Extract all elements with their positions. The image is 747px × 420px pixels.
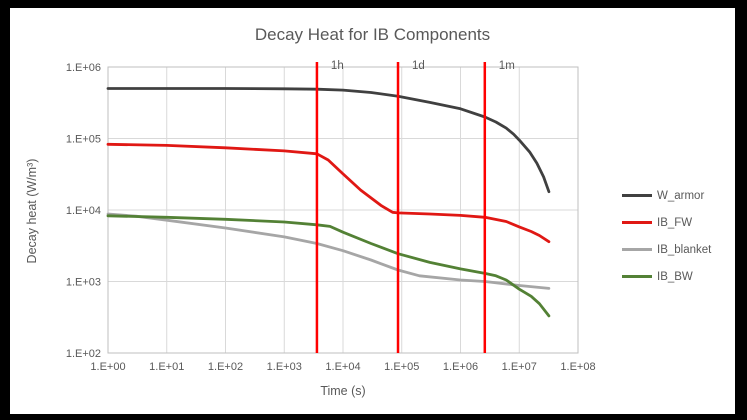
legend-label-ib-bw: IB_BW xyxy=(657,270,693,283)
legend: W_armor IB_FW IB_blanket IB_BW xyxy=(622,182,711,290)
svg-text:1d: 1d xyxy=(412,60,425,72)
svg-text:1.E+04: 1.E+04 xyxy=(325,361,360,373)
svg-text:1.E+03: 1.E+03 xyxy=(66,277,101,289)
chart-panel: Decay Heat for IB Components Decay heat … xyxy=(10,8,735,414)
legend-item-ib-fw: IB_FW xyxy=(622,209,711,236)
svg-text:1.E+08: 1.E+08 xyxy=(560,361,595,373)
x-axis-title: Time (s) xyxy=(320,384,366,398)
legend-item-ib-blanket: IB_blanket xyxy=(622,236,711,263)
svg-text:1.E+06: 1.E+06 xyxy=(66,62,101,74)
legend-swatch-w-armor xyxy=(622,194,652,197)
chart-title: Decay Heat for IB Components xyxy=(254,25,491,44)
chart-svg: 1.E+00 1.E+01 1.E+02 1.E+03 1.E+04 1.E+05 1.E+… xyxy=(66,60,596,373)
legend-label-ib-fw: IB_FW xyxy=(657,216,693,229)
svg-text:1.E+05: 1.E+05 xyxy=(66,134,101,146)
legend-swatch-ib-blanket xyxy=(622,248,652,251)
svg-text:1m: 1m xyxy=(499,60,515,72)
svg-text:1h: 1h xyxy=(331,60,344,72)
legend-label-ib-blanket: IB_blanket xyxy=(657,243,712,256)
svg-text:1.E+05: 1.E+05 xyxy=(384,361,419,373)
legend-item-w-armor: W_armor xyxy=(622,182,711,209)
legend-item-ib-bw: IB_BW xyxy=(622,263,711,290)
legend-label-w-armor: W_armor xyxy=(657,189,705,202)
svg-text:1.E+06: 1.E+06 xyxy=(443,361,478,373)
svg-text:1.E+02: 1.E+02 xyxy=(66,348,101,360)
svg-text:1.E+07: 1.E+07 xyxy=(502,361,537,373)
svg-text:1.E+00: 1.E+00 xyxy=(90,361,125,373)
svg-text:1.E+03: 1.E+03 xyxy=(267,361,302,373)
svg-text:1.E+04: 1.E+04 xyxy=(66,205,101,217)
svg-text:1.E+02: 1.E+02 xyxy=(208,361,243,373)
legend-swatch-ib-fw xyxy=(622,221,652,224)
svg-text:1.E+01: 1.E+01 xyxy=(149,361,184,373)
legend-swatch-ib-bw xyxy=(622,275,652,278)
